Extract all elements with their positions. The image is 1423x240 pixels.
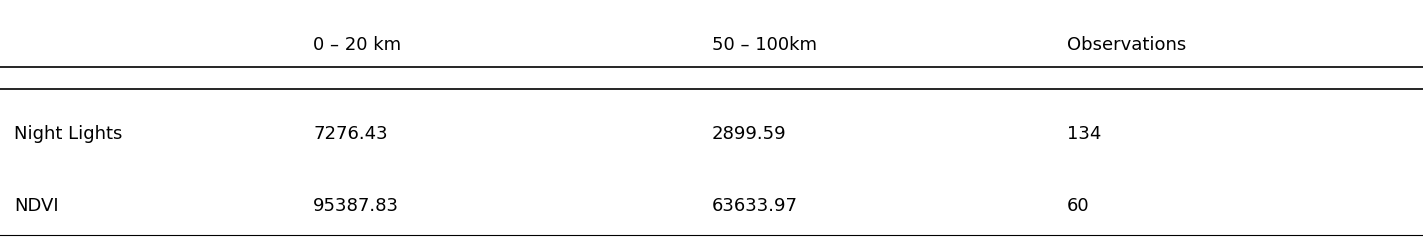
- Text: 60: 60: [1067, 197, 1090, 215]
- Text: 134: 134: [1067, 125, 1101, 143]
- Text: Observations: Observations: [1067, 36, 1187, 54]
- Text: NDVI: NDVI: [14, 197, 58, 215]
- Text: 0 – 20 km: 0 – 20 km: [313, 36, 401, 54]
- Text: 95387.83: 95387.83: [313, 197, 398, 215]
- Text: 7276.43: 7276.43: [313, 125, 387, 143]
- Text: 63633.97: 63633.97: [712, 197, 797, 215]
- Text: 50 – 100km: 50 – 100km: [712, 36, 817, 54]
- Text: Night Lights: Night Lights: [14, 125, 122, 143]
- Text: 2899.59: 2899.59: [712, 125, 785, 143]
